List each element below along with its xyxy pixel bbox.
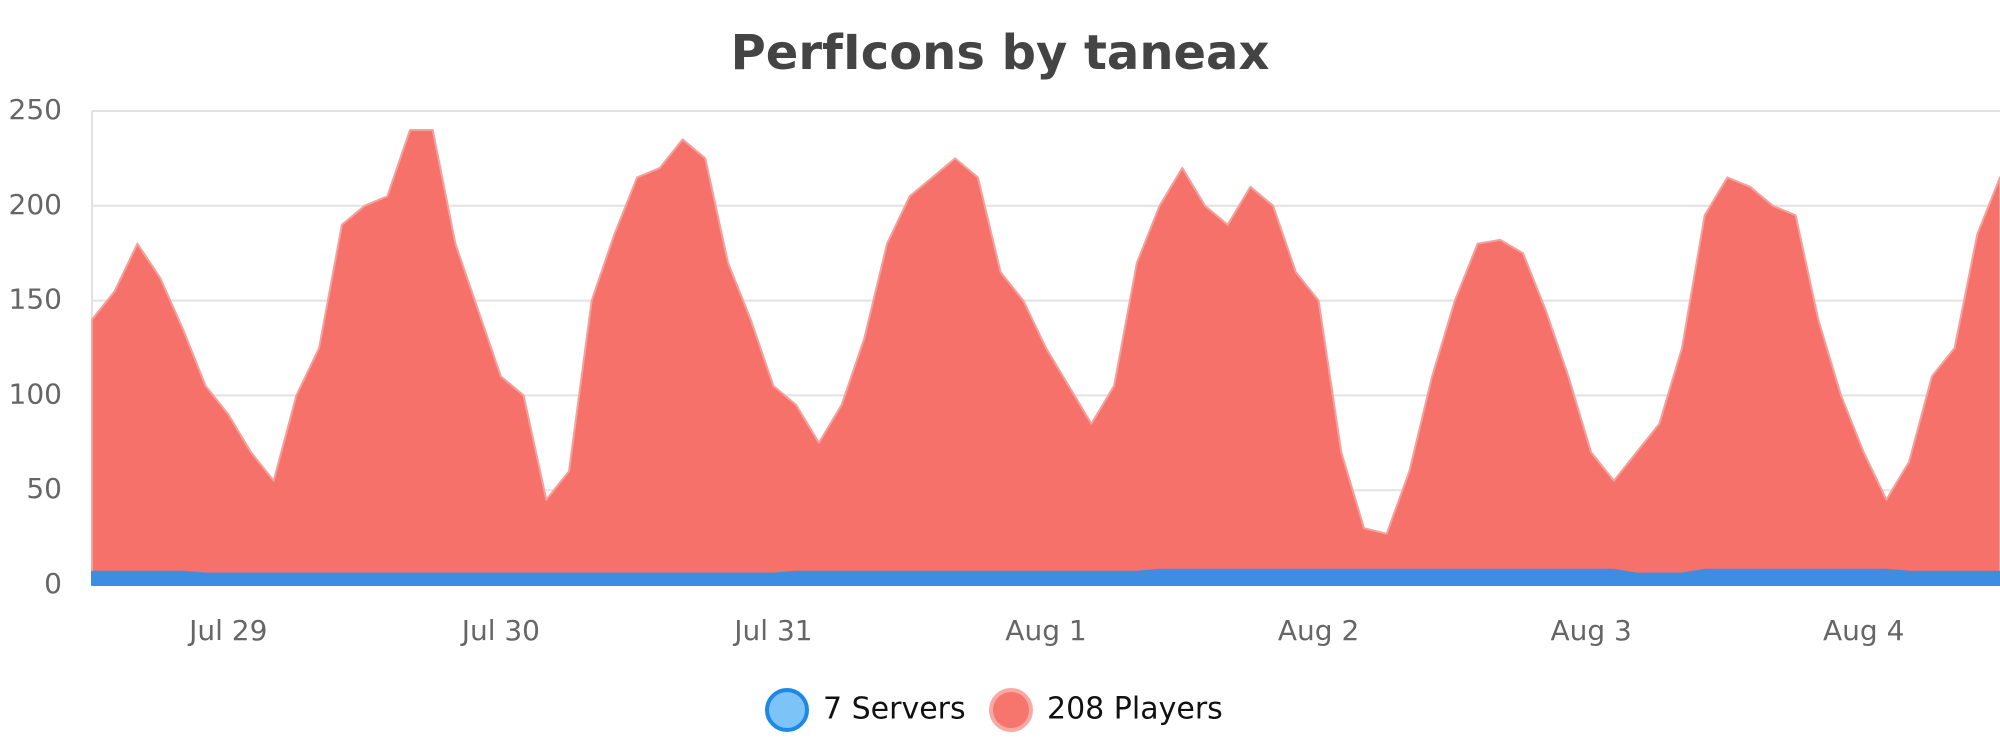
y-tick-label: 200 xyxy=(9,188,62,221)
x-tick-label: Jul 30 xyxy=(460,614,540,647)
y-tick-label: 250 xyxy=(9,93,62,126)
x-tick-label: Aug 1 xyxy=(1005,614,1086,647)
x-tick-label: Aug 2 xyxy=(1278,614,1359,647)
legend-label: 208 Players xyxy=(1047,692,1223,727)
area xyxy=(91,568,2000,586)
legend-marker xyxy=(765,688,809,732)
y-tick-label: 0 xyxy=(44,567,62,600)
y-tick-label: 50 xyxy=(26,472,62,505)
legend-marker xyxy=(989,688,1033,732)
y-tick-label: 150 xyxy=(9,283,62,316)
y-tick-label: 100 xyxy=(9,377,62,410)
legend-label: 7 Servers xyxy=(823,692,966,727)
area xyxy=(91,129,2000,586)
x-tick-label: Jul 31 xyxy=(732,614,812,647)
x-tick-label: Jul 29 xyxy=(187,614,267,647)
chart-title: PerfIcons by taneax xyxy=(731,25,1270,81)
x-tick-label: Aug 3 xyxy=(1550,614,1631,647)
x-tick-label: Aug 4 xyxy=(1823,614,1904,647)
